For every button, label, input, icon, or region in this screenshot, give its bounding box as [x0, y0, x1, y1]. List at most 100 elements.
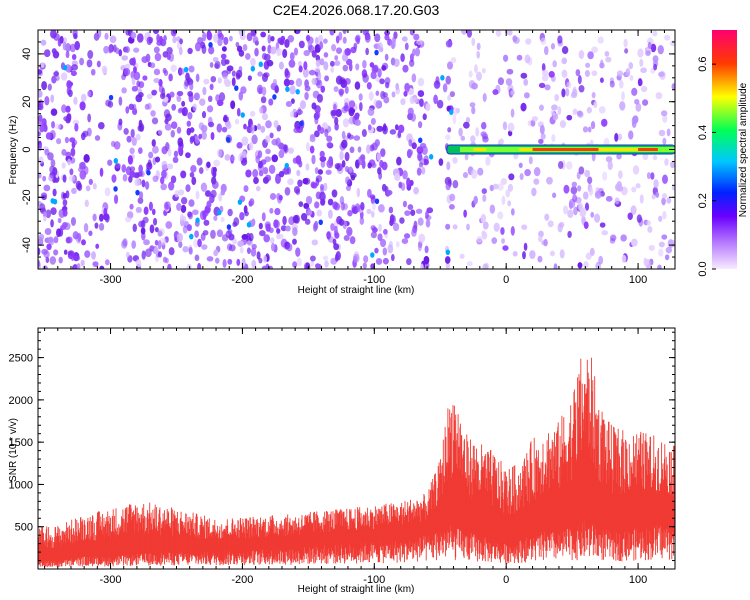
noise-blob — [445, 134, 451, 141]
noise-blob — [482, 136, 489, 143]
noise-hotspot — [418, 137, 423, 144]
noise-blob — [235, 69, 243, 79]
noise-blob — [344, 151, 350, 162]
noise-blob — [240, 86, 247, 94]
noise-blob — [252, 169, 259, 178]
noise-blob — [538, 82, 546, 89]
noise-blob — [62, 192, 67, 199]
noise-blob — [143, 206, 149, 215]
noise-blob — [118, 96, 123, 106]
noise-blob — [418, 233, 426, 244]
noise-blob — [388, 206, 394, 214]
noise-blob — [230, 155, 236, 162]
noise-blob — [348, 100, 356, 109]
noise-blob — [144, 181, 150, 190]
noise-blob — [289, 52, 295, 61]
noise-blob — [52, 188, 57, 197]
noise-blob — [98, 213, 104, 222]
noise-blob — [632, 115, 639, 124]
noise-blob — [223, 36, 229, 46]
colorbar-tick-label: 0.2 — [697, 193, 709, 208]
noise-blob — [562, 205, 569, 215]
noise-blob — [46, 243, 52, 251]
noise-blob — [80, 93, 87, 102]
noise-blob — [133, 71, 141, 81]
noise-blob — [218, 192, 223, 202]
noise-blob — [140, 219, 146, 229]
noise-blob — [165, 221, 173, 229]
noise-blob — [98, 222, 105, 231]
noise-blob — [605, 156, 613, 163]
noise-blob — [463, 209, 467, 218]
noise-blob — [192, 209, 199, 216]
noise-blob — [151, 139, 156, 147]
noise-blob — [395, 241, 400, 248]
noise-blob — [290, 98, 295, 105]
noise-blob — [482, 263, 488, 269]
noise-blob — [349, 236, 356, 245]
noise-blob — [53, 71, 60, 77]
noise-blob — [268, 98, 274, 106]
noise-blob — [172, 36, 177, 44]
noise-blob — [398, 124, 405, 134]
noise-hotspot — [146, 169, 151, 176]
noise-blob — [401, 238, 409, 244]
noise-blob — [468, 70, 473, 78]
noise-blob — [188, 199, 195, 207]
noise-blob — [599, 62, 605, 69]
noise-blob — [142, 75, 148, 81]
noise-blob — [262, 255, 268, 264]
noise-blob — [148, 36, 154, 44]
noise-blob — [323, 52, 329, 58]
noise-blob — [584, 69, 590, 77]
noise-blob — [552, 192, 557, 199]
noise-blob — [241, 150, 247, 159]
noise-blob — [449, 91, 456, 98]
noise-blob — [446, 61, 454, 70]
colorbar-tick-label: 0.4 — [697, 125, 709, 140]
noise-blob — [256, 251, 261, 260]
noise-blob — [382, 125, 388, 135]
noise-blob — [187, 211, 192, 218]
noise-blob — [131, 85, 139, 92]
noise-blob — [305, 195, 313, 205]
noise-blob — [599, 222, 606, 228]
noise-blob — [609, 80, 615, 88]
noise-blob — [311, 102, 317, 110]
noise-blob — [293, 47, 299, 56]
noise-blob — [127, 155, 133, 165]
noise-blob — [157, 240, 162, 250]
noise-blob — [476, 235, 483, 243]
noise-blob — [359, 101, 363, 112]
noise-blob — [447, 127, 452, 133]
noise-blob — [384, 53, 389, 61]
noise-blob — [154, 239, 159, 246]
noise-blob — [41, 194, 47, 201]
noise-blob — [482, 194, 487, 202]
spectrogram-y-label: Frequency (Hz) — [8, 116, 19, 185]
noise-blob — [206, 161, 211, 168]
noise-blob — [41, 248, 48, 255]
noise-blob — [140, 227, 146, 235]
noise-blob — [416, 146, 424, 155]
noise-blob — [305, 34, 311, 42]
noise-blob — [111, 174, 117, 183]
noise-blob — [617, 133, 623, 141]
x-tick-label: 100 — [629, 574, 647, 586]
noise-blob — [550, 109, 555, 116]
noise-blob — [97, 121, 105, 130]
noise-blob — [335, 75, 343, 85]
y-tick-label: -20 — [21, 189, 33, 205]
noise-blob — [505, 78, 513, 86]
noise-blob — [255, 185, 261, 192]
noise-blob — [151, 89, 158, 95]
noise-blob — [171, 103, 177, 111]
noise-blob — [614, 197, 620, 205]
noise-blob — [601, 230, 609, 236]
noise-blob — [614, 132, 619, 142]
noise-blob — [57, 217, 62, 224]
noise-blob — [476, 71, 482, 81]
noise-blob — [239, 246, 244, 254]
noise-blob — [298, 40, 305, 49]
noise-blob — [242, 44, 248, 52]
